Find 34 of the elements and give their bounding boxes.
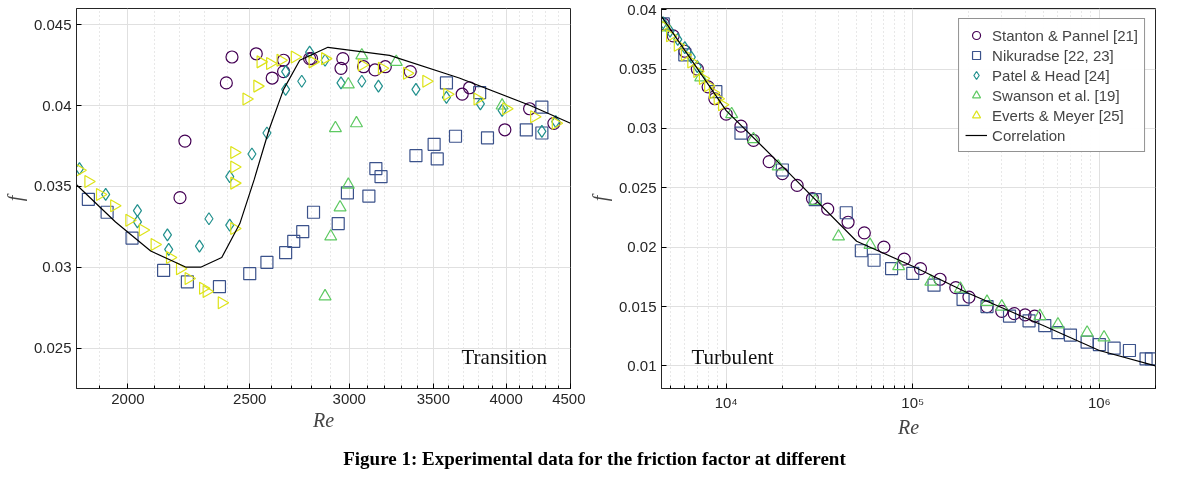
x-tick-label: 4000 [489, 389, 523, 407]
x-tick-label: 10⁶ [1087, 393, 1111, 411]
y-tick-label: 0.045 [33, 15, 72, 33]
x-tick-label: 2500 [233, 389, 267, 407]
y-tick-label: 0.01 [627, 356, 657, 374]
caption: Figure 1: Experimental data for the friction factor at different [343, 447, 846, 471]
x-tick-label: 3500 [416, 389, 451, 407]
y-tick-label: 0.015 [618, 297, 657, 315]
y-tick-label: 0.03 [627, 119, 657, 137]
y-axis-title: f [588, 193, 612, 202]
x-tick-label: 4500 [552, 389, 586, 407]
x-tick-label: 10⁴ [714, 393, 738, 411]
x-tick-label: 10⁵ [901, 393, 925, 411]
legend-label: Nikuradse [22, 23] [992, 46, 1114, 64]
x-axis-title: Re [311, 408, 335, 431]
y-tick-label: 0.04 [42, 96, 72, 114]
legend-label: Everts & Meyer [25] [992, 106, 1124, 124]
y-tick-label: 0.025 [618, 178, 657, 196]
legend-label: Correlation [992, 126, 1066, 144]
legend-label: Stanton & Pannel [21] [992, 26, 1138, 44]
annotation: Transition [461, 344, 548, 369]
y-tick-label: 0.03 [42, 258, 72, 276]
y-tick-label: 0.04 [627, 0, 657, 18]
y-tick-label: 0.025 [33, 339, 72, 357]
legend-label: Patel & Head [24] [992, 66, 1110, 84]
y-tick-label: 0.035 [618, 60, 657, 78]
x-tick-label: 2000 [111, 389, 145, 407]
y-tick-label: 0.02 [627, 238, 657, 256]
y-axis-title: f [3, 193, 27, 202]
x-tick-label: 3000 [332, 389, 366, 407]
x-axis-title: Re [896, 415, 920, 438]
y-tick-label: 0.035 [33, 177, 72, 195]
legend-label: Swanson et al. [19] [992, 86, 1120, 104]
annotation: Turbulent [691, 344, 774, 369]
